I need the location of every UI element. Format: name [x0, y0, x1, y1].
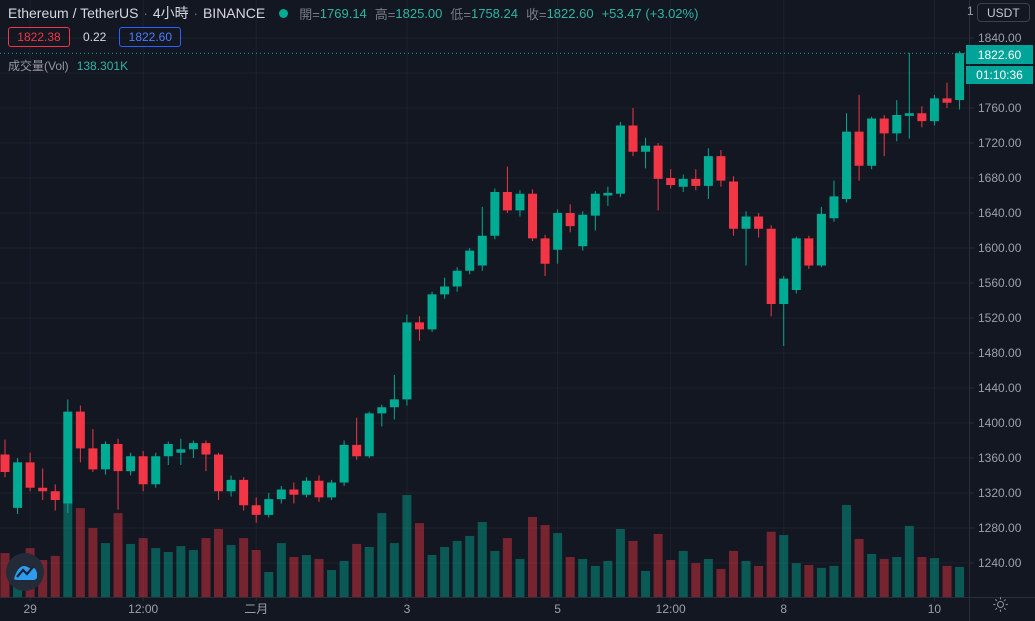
separator: · [193, 5, 198, 21]
sell-price-button[interactable]: 1822.38 [8, 27, 70, 47]
interval-label[interactable]: 4小時 [152, 5, 189, 21]
svg-text:8: 8 [780, 602, 787, 616]
chart-settings-icon[interactable] [992, 596, 1009, 613]
candlestick-series [0, 51, 965, 523]
svg-text:二月: 二月 [244, 602, 268, 616]
current-price-label: 1822.60 [966, 45, 1033, 64]
svg-text:1720.00: 1720.00 [978, 136, 1022, 150]
svg-text:1440.00: 1440.00 [978, 381, 1022, 395]
svg-text:1280.00: 1280.00 [978, 521, 1022, 535]
open-label: 開= [299, 6, 320, 22]
svg-text:29: 29 [23, 602, 37, 616]
spread-value: 0.22 [83, 30, 107, 44]
low-value: 1758.24 [470, 5, 518, 21]
open-value: 1769.14 [319, 5, 367, 21]
svg-text:3: 3 [404, 602, 411, 616]
grid-lines [0, 0, 969, 597]
close-label: 收= [525, 6, 547, 22]
volume-legend: 成交量(Vol) 138.301K [8, 57, 128, 74]
svg-text:12:00: 12:00 [128, 602, 158, 616]
svg-text:12:00: 12:00 [656, 602, 686, 616]
svg-text:1600.00: 1600.00 [978, 241, 1022, 255]
high-value: 1825.00 [395, 5, 443, 21]
time-scale[interactable]: 29 12:00 二月 3 5 12:00 8 10 [23, 597, 941, 616]
buy-price-button[interactable]: 1822.60 [119, 27, 182, 47]
svg-text:1760.00: 1760.00 [978, 101, 1022, 115]
svg-text:5: 5 [554, 602, 561, 616]
clipped-price-label: 1 [967, 4, 974, 18]
currency-toggle-button[interactable]: USDT [977, 3, 1030, 22]
tradingview-logo-icon [6, 553, 44, 591]
volume-series [0, 495, 965, 597]
change-value: +53.47 (+3.02%) [601, 5, 699, 21]
svg-text:1360.00: 1360.00 [978, 451, 1022, 465]
price-scale[interactable]: 1840.001800.001760.001720.001680.001640.… [969, 31, 1022, 570]
svg-text:1640.00: 1640.00 [978, 206, 1022, 220]
volume-label: 成交量(Vol) [8, 59, 69, 73]
svg-text:1240.00: 1240.00 [978, 556, 1022, 570]
svg-text:1520.00: 1520.00 [978, 311, 1022, 325]
low-label: 低= [450, 6, 471, 22]
market-status-dot [279, 8, 289, 18]
svg-text:1480.00: 1480.00 [978, 346, 1022, 360]
svg-text:1680.00: 1680.00 [978, 171, 1022, 185]
exchange-label[interactable]: BINANCE [202, 5, 266, 21]
symbol-legend: Ethereum / TetherUS · 4小時 · BINANCE 開= 17… [8, 4, 698, 22]
close-value: 1822.60 [546, 5, 594, 21]
separator: · [143, 5, 148, 21]
svg-text:1840.00: 1840.00 [978, 31, 1022, 45]
symbol-title[interactable]: Ethereum / TetherUS [8, 5, 139, 21]
ohlc-values: 開= 1769.14 高= 1825.00 低= 1758.24 收= 1822.60 … [299, 4, 698, 23]
tradingview-logo[interactable] [6, 553, 44, 591]
svg-text:10: 10 [928, 602, 942, 616]
svg-text:1320.00: 1320.00 [978, 486, 1022, 500]
quote-row: 1822.38 0.22 1822.60 [8, 27, 182, 47]
bar-countdown-label: 01:10:36 [966, 66, 1033, 84]
svg-text:1400.00: 1400.00 [978, 416, 1022, 430]
svg-text:1560.00: 1560.00 [978, 276, 1022, 290]
high-label: 高= [374, 6, 396, 22]
sun-gear-icon [993, 597, 1008, 612]
volume-value: 138.301K [76, 58, 129, 73]
